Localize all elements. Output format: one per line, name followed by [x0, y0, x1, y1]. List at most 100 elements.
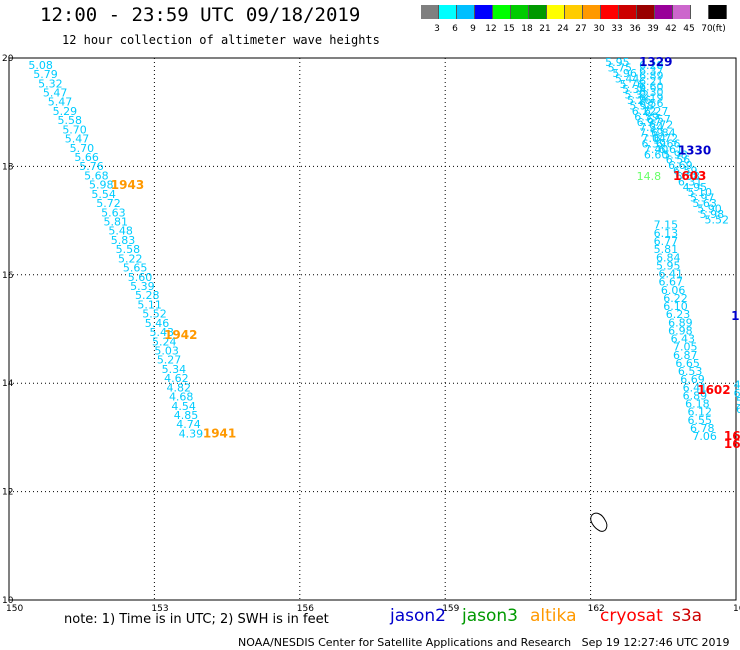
pass-time-label: 1942 [164, 328, 197, 342]
color-scale-label: 42 [665, 24, 677, 34]
swh-value-label: 6.72 [654, 132, 679, 145]
pass-time-label: 1330 [678, 143, 711, 157]
swh-value-label: 4.39 [179, 427, 204, 440]
swh-value-label: 7.59 [639, 127, 664, 140]
y-tick-label: 14 [2, 379, 14, 389]
swh-value-label: 5.60 [128, 271, 153, 284]
color-scale-label: 36 [629, 24, 641, 34]
swh-value-label: 6.66 [656, 137, 681, 150]
swh-value-label: 6.72 [649, 118, 674, 131]
swh-value-label: 6.37 [639, 64, 664, 77]
color-scale-label: 30 [593, 24, 605, 34]
swh-value-label: 5.24 [152, 335, 177, 348]
color-swatch [601, 5, 619, 19]
y-tick-label: 10 [2, 596, 14, 606]
swh-value-label: 5.47 [43, 86, 68, 99]
swh-value-label: 5.81 [104, 215, 129, 228]
color-swatch [673, 5, 691, 19]
swh-value-label: 6.43 [671, 333, 696, 346]
swh-value-label: 6.53 [678, 365, 703, 378]
color-swatch [583, 5, 601, 19]
swh-value-label: 5.98 [700, 208, 725, 221]
y-tick-label: 20 [2, 54, 14, 64]
swh-value-label: 6.18 [685, 398, 710, 411]
y-tick-label: 16 [2, 271, 14, 281]
swh-value-label: 5.83 [111, 234, 136, 247]
x-tick-label: 162 [588, 604, 605, 614]
swh-value-label: 5.10 [688, 186, 713, 199]
swh-value-label: 6.56 [639, 97, 664, 110]
x-tick-label: 153 [151, 604, 168, 614]
pass-time-label: 160 [724, 429, 740, 443]
legend-entry-s3a: s3a [672, 606, 703, 626]
swh-value-label: 5.96 [612, 67, 637, 80]
swh-value-label: 5.08 [28, 59, 52, 72]
swh-value-label: 6.13 [654, 227, 679, 240]
color-swatch [529, 5, 547, 19]
pass-time-label: 1 [731, 309, 739, 323]
swh-value-label: 6.67 [658, 276, 683, 289]
color-swatch [709, 5, 727, 19]
color-swatch [637, 5, 655, 19]
swh-value-label: 5.43 [150, 326, 175, 339]
swh-value-label: 5.9 [736, 395, 740, 408]
color-swatch [619, 5, 637, 19]
swh-value-label: 5.29 [53, 105, 77, 118]
swh-value-label: 5.48 [108, 225, 132, 238]
swh-value-label: 6.78 [690, 422, 715, 435]
y-tick-label: 18 [2, 162, 14, 172]
swh-value-label: 6.84 [656, 251, 681, 264]
swh-value-label: 5.39 [130, 280, 155, 293]
color-swatch [421, 5, 439, 19]
swh-value-label: 5.76 [79, 160, 104, 173]
x-tick-label: 159 [442, 604, 459, 614]
legend-entry-jason2: jason2 [390, 606, 446, 626]
swh-value-label: 5.72 [96, 197, 121, 210]
swh-value-label: 6.65 [675, 357, 700, 370]
swh-value-label: 7.05 [673, 341, 698, 354]
swh-value-label: 6.59 [673, 165, 698, 178]
swh-value-label: 5.03 [154, 344, 179, 357]
pass-time-label: 1602 [697, 383, 730, 397]
color-scale-label: 21 [539, 24, 551, 34]
swh-value-label: 5.11 [137, 298, 162, 311]
legend-entry-cryosat: cryosat [600, 606, 663, 626]
color-scale-label: 6 [452, 24, 458, 34]
swh-value-label: 4.82 [167, 381, 192, 394]
plot-frame [8, 57, 737, 601]
swh-value-label: 6.56 [666, 154, 691, 167]
swh-value-label: 5.27 [157, 354, 182, 367]
pass-time-label: 1941 [203, 426, 236, 440]
swh-value-label: 5.34 [622, 83, 647, 96]
swh-value-label: 6.19 [639, 91, 664, 104]
color-scale-label: (ft) [712, 24, 726, 34]
color-scale-label: 9 [470, 24, 476, 34]
color-swatch [511, 5, 529, 19]
color-scale-label: 33 [611, 24, 623, 34]
x-tick-label: 165 [733, 604, 740, 614]
swh-value-label: 7.06 [692, 430, 717, 443]
swh-value-label: 5.95 [605, 56, 630, 69]
swh-value-label: 6.06 [661, 284, 686, 297]
color-scale-label: 12 [485, 24, 497, 34]
swh-value-label: 6.28 [639, 59, 664, 72]
swh-value-label: 5.54 [91, 188, 116, 201]
swh-value-label: 5.63 [101, 206, 126, 219]
pass-time-label: 160 [724, 437, 740, 451]
swh-value-label: 4.85 [174, 409, 199, 422]
swh-value-label: 5.47 [65, 133, 90, 146]
swh-value-label: 5.65 [123, 262, 148, 275]
swh-value-label: 6.58 [675, 170, 700, 183]
swh-value-label: 7.15 [654, 219, 679, 232]
swh-value-label: 6.77 [654, 235, 679, 248]
swh-value-label: 4.54 [171, 400, 196, 413]
swh-value-label: 6.69 [680, 373, 705, 386]
swh-value-label: 4.62 [164, 372, 189, 385]
color-scale-label: 15 [503, 24, 515, 34]
swh-value-label: 6.84 [651, 127, 676, 140]
swh-value-label: 5.46 [145, 317, 170, 330]
swh-value-label: 5.34 [162, 363, 187, 376]
swh-value-label: 5.44 [615, 72, 640, 85]
swh-value-label: 6.31 [678, 175, 703, 188]
